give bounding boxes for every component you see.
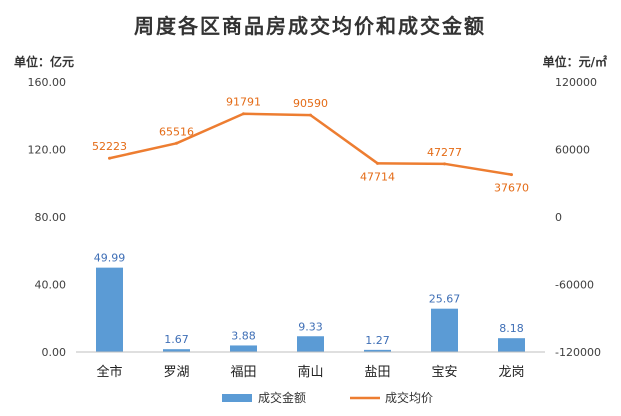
line-path: [109, 112, 512, 176]
line-value-label: 90590: [293, 97, 328, 110]
bar-龙岗: [498, 338, 525, 352]
bar-series: 49.99 1.67 3.88 9.33 1.27 25.67 8.18: [94, 252, 525, 352]
right-tick-label: 120000: [555, 76, 597, 89]
line-point-宝安: [443, 162, 446, 166]
category-label: 盐田: [364, 365, 390, 380]
line-point-盐田: [376, 161, 379, 165]
category-label: 南山: [297, 364, 323, 380]
bar-福田: [230, 345, 257, 352]
legend: 成交金额 成交均价: [222, 390, 433, 405]
bar-南山: [297, 336, 324, 352]
axes: 0.00 40.00 80.00 120.00 160.00 -120000 -60000 0…: [28, 76, 601, 380]
line-value-label: 52223: [92, 140, 127, 153]
line-value-label: 65516: [159, 125, 194, 138]
bar-value-label: 3.88: [231, 329, 256, 342]
legend-label-line: 成交均价: [385, 390, 433, 405]
right-tick-label: -120000: [555, 346, 601, 359]
left-tick-label: 80.00: [35, 211, 67, 224]
bar-罗湖: [163, 349, 190, 352]
legend-label-bar: 成交金额: [258, 390, 306, 405]
bar-value-label: 1.67: [164, 333, 189, 346]
line-point-福田: [242, 112, 245, 116]
bar-value-label: 25.67: [429, 293, 461, 306]
bar-宝安: [431, 308, 458, 352]
bar-全市: [96, 267, 123, 352]
line-value-label: 47277: [427, 146, 462, 159]
category-label: 宝安: [431, 365, 457, 380]
left-axis-unit: 单位：亿元: [14, 54, 74, 69]
right-tick-label: 0: [555, 211, 562, 224]
line-point-全市: [108, 156, 111, 160]
left-tick-label: 40.00: [35, 279, 67, 292]
line-value-label: 37670: [494, 182, 529, 195]
legend-swatch-bar: [222, 394, 252, 402]
left-tick-label: 0.00: [42, 346, 67, 359]
line-point-罗湖: [175, 141, 178, 145]
right-tick-label: -60000: [555, 279, 594, 292]
category-label: 龙岗: [498, 365, 524, 380]
line-point-南山: [309, 113, 312, 117]
category-label: 全市: [96, 364, 122, 380]
category-label: 罗湖: [163, 365, 189, 380]
right-axis-unit: 单位：元/㎡: [543, 54, 607, 69]
left-tick-label: 120.00: [28, 144, 67, 157]
line-series: 52223 65516 91791 90590 47714 47277 37670: [92, 96, 529, 195]
chart-title: 周度各区商品房成交均价和成交金额: [134, 14, 486, 38]
line-point-龙岗: [510, 173, 513, 177]
bar-盐田: [364, 349, 391, 352]
category-label: 福田: [230, 365, 256, 380]
left-tick-label: 160.00: [28, 76, 67, 89]
bar-value-label: 49.99: [94, 252, 126, 265]
bar-value-label: 8.18: [499, 322, 524, 335]
right-tick-label: 60000: [555, 144, 590, 157]
bar-value-label: 9.33: [298, 320, 323, 333]
line-value-label: 91791: [226, 96, 261, 109]
bar-value-label: 1.27: [365, 334, 390, 347]
line-value-label: 47714: [360, 170, 395, 183]
